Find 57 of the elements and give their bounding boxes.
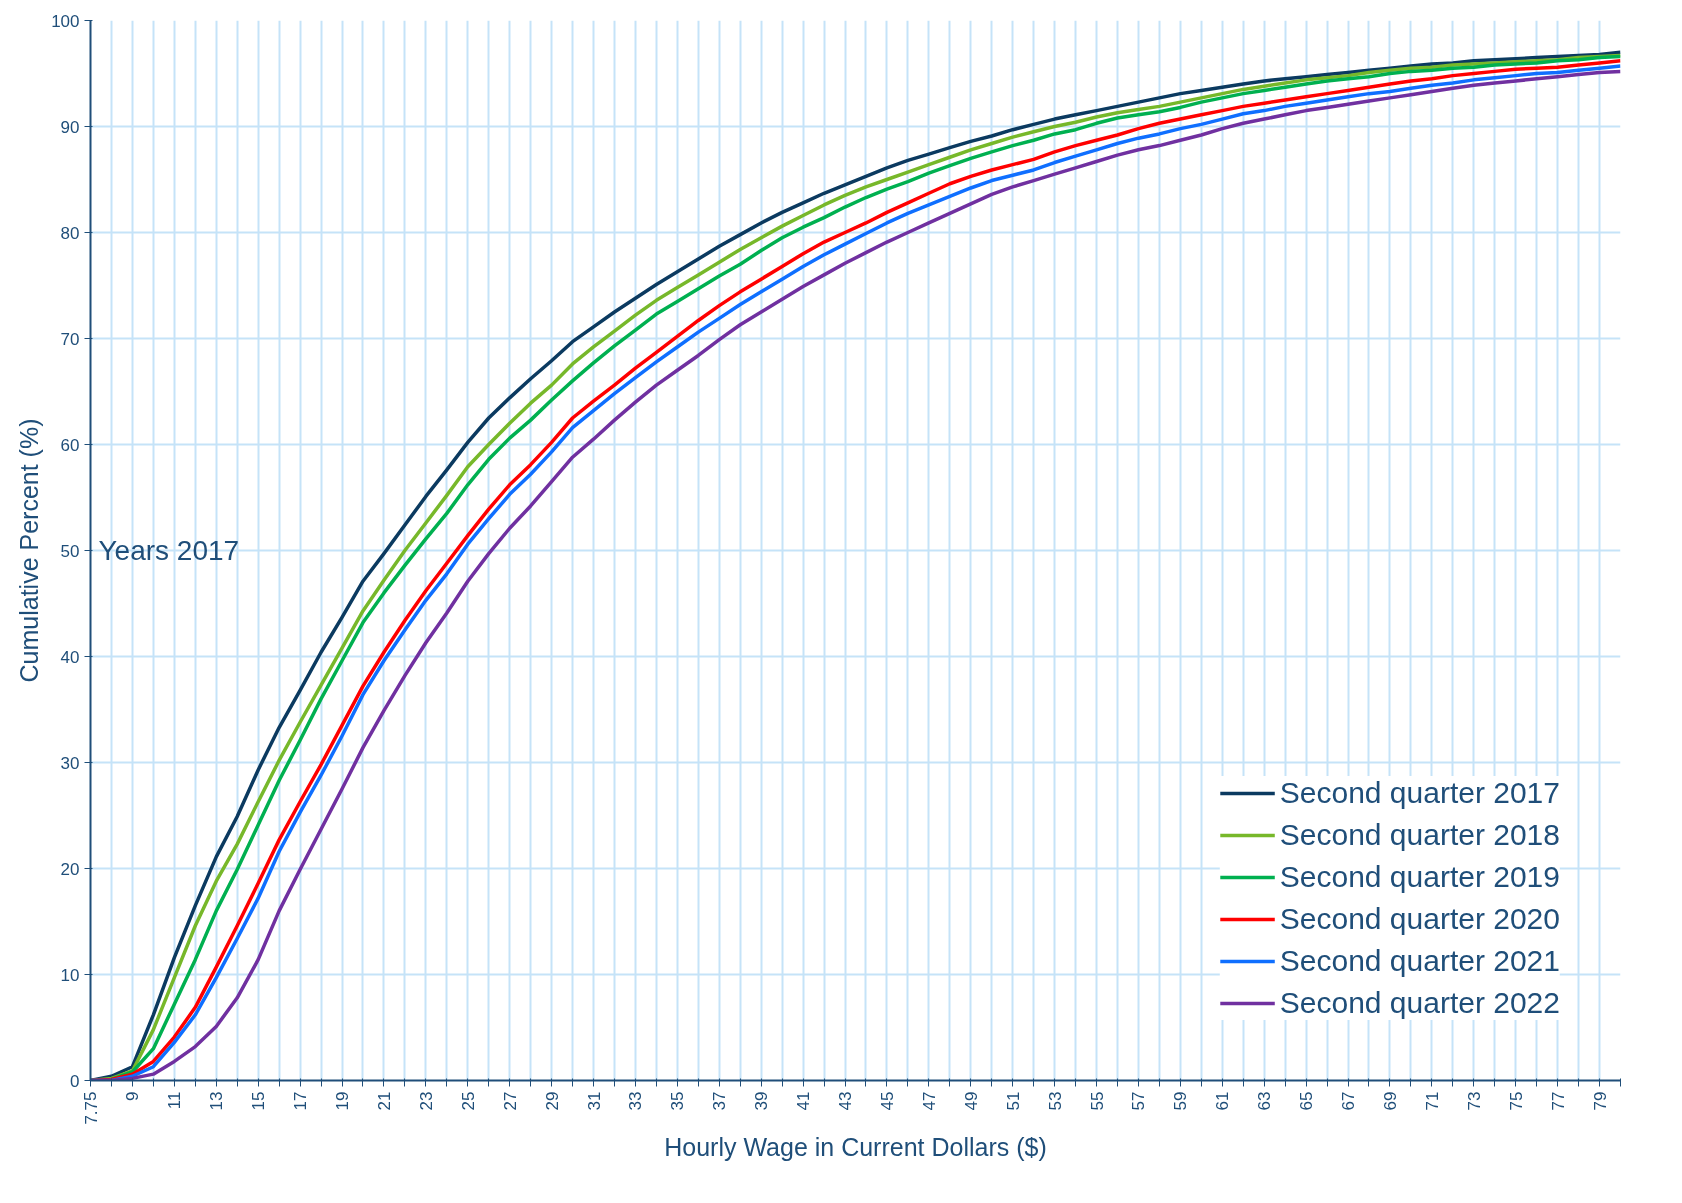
y-tick-label: 60: [60, 435, 80, 455]
x-tick-label: 21: [374, 1091, 394, 1111]
x-tick-label: 27: [500, 1091, 520, 1111]
y-tick-label: 50: [60, 541, 80, 561]
x-tick-label: 45: [877, 1091, 897, 1111]
x-tick-label: 63: [1255, 1091, 1275, 1111]
x-axis-title: Hourly Wage in Current Dollars ($): [664, 1132, 1047, 1161]
x-tick-label: 67: [1339, 1091, 1359, 1111]
y-tick-label: 40: [60, 647, 80, 667]
x-tick-label: 33: [626, 1091, 646, 1111]
legend-label: Second quarter 2022: [1279, 986, 1560, 1020]
x-tick-label: 51: [1003, 1091, 1023, 1111]
x-tick-label: 47: [919, 1091, 939, 1111]
x-tick-label: 43: [836, 1091, 856, 1111]
x-tick-label: 79: [1590, 1091, 1610, 1111]
x-tick-label: 59: [1171, 1091, 1191, 1111]
x-tick-label: 55: [1087, 1091, 1107, 1111]
x-tick-label: 41: [794, 1091, 814, 1111]
y-axis-title: Cumulative Percent (%): [15, 418, 44, 683]
x-tick-label: 15: [249, 1091, 269, 1111]
x-tick-label: 23: [416, 1091, 436, 1111]
x-tick-label: 49: [961, 1091, 981, 1111]
x-tick-label: 57: [1129, 1091, 1149, 1111]
x-tick-label: 9: [123, 1091, 143, 1101]
y-tick-label: 10: [60, 965, 80, 985]
x-tick-label: 65: [1297, 1091, 1317, 1111]
legend-label: Second quarter 2021: [1279, 944, 1560, 978]
x-tick-label: 13: [207, 1091, 227, 1111]
x-tick-label: 17: [291, 1091, 311, 1111]
legend-label: Second quarter 2017: [1279, 776, 1560, 810]
y-tick-label: 30: [60, 753, 80, 773]
y-tick-label: 80: [60, 223, 80, 243]
x-tick-label: 35: [668, 1091, 688, 1111]
legend-label: Second quarter 2020: [1279, 902, 1560, 936]
x-tick-label: 29: [542, 1091, 562, 1111]
x-tick-label: 37: [710, 1091, 730, 1111]
x-tick-label: 31: [584, 1091, 604, 1111]
y-tick-label: 100: [51, 11, 80, 31]
x-tick-label: 53: [1045, 1091, 1065, 1111]
y-tick-label: 70: [60, 329, 80, 349]
x-tick-label: 7.75: [81, 1091, 101, 1125]
legend-label: Second quarter 2019: [1279, 860, 1560, 894]
x-tick-label: 39: [752, 1091, 772, 1111]
x-tick-label: 75: [1506, 1091, 1526, 1111]
y-tick-label: 20: [60, 859, 80, 879]
x-tick-label: 61: [1213, 1091, 1233, 1111]
annotation: Years 2017: [98, 535, 240, 566]
x-tick-label: 77: [1548, 1091, 1568, 1111]
x-tick-label: 19: [333, 1091, 353, 1111]
x-tick-label: 71: [1422, 1091, 1442, 1111]
y-tick-label: 0: [70, 1071, 80, 1091]
legend-label: Second quarter 2018: [1279, 818, 1560, 852]
y-tick-label: 90: [60, 117, 80, 137]
x-tick-label: 73: [1464, 1091, 1484, 1111]
x-tick-label: 11: [165, 1091, 185, 1110]
x-tick-label: 69: [1380, 1091, 1400, 1111]
x-tick-label: 25: [458, 1091, 478, 1111]
